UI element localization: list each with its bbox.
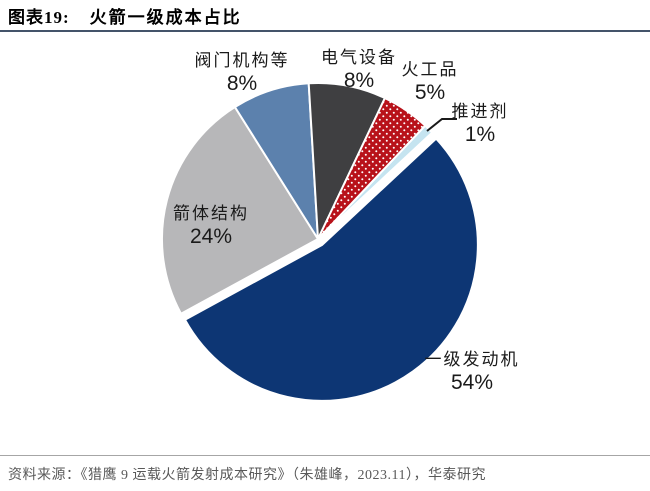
slice-name-propellant: 推进剂 [451, 102, 509, 121]
source-note: 资料来源：《猎鹰 9 运载火箭发射成本研究》（朱雄峰，2023.11），华泰研究 [8, 468, 486, 483]
pie-slice-0 [184, 137, 479, 402]
propellant-leader-line [426, 118, 457, 132]
figure-footer: 资料来源：《猎鹰 9 运载火箭发射成本研究》（朱雄峰，2023.11），华泰研究 [0, 455, 650, 491]
slice-name-engine: 一级发动机 [424, 350, 520, 369]
slice-label-engine: 一级发动机 54% [425, 349, 520, 395]
slice-label-propellant: 推进剂 1% [452, 101, 509, 147]
pie-svg [161, 82, 479, 402]
slice-name-valve: 阀门机构等 [194, 51, 290, 70]
figure-title-row: 图表19: 火箭一级成本占比 [0, 0, 650, 32]
slice-pct-electrical: 8% [343, 69, 375, 92]
slice-label-valve: 阀门机构等 8% [195, 50, 290, 96]
figure-label: 图表19: [8, 7, 70, 27]
slice-pct-valve: 8% [226, 72, 258, 95]
slice-label-electrical: 电气设备 8% [321, 47, 397, 93]
slice-name-pyrotechnics: 火工品 [401, 60, 459, 79]
slice-pct-engine: 54% [450, 371, 494, 394]
slice-name-body-structure: 箭体结构 [173, 204, 249, 223]
slice-pct-body-structure: 24% [189, 225, 233, 248]
page-title: 火箭一级成本占比 [89, 7, 242, 27]
slice-label-body-structure: 箭体结构 24% [173, 203, 249, 249]
pie-chart: 一级发动机 54% 箭体结构 24% 阀门机构等 8% 电气设备 8% 火工品 … [0, 34, 650, 455]
pie-slice-1 [161, 106, 319, 315]
slice-pct-propellant: 1% [464, 123, 496, 146]
slice-pct-pyrotechnics: 5% [414, 81, 446, 104]
slice-label-pyrotechnics: 火工品 5% [402, 59, 459, 105]
slice-name-electrical: 电气设备 [321, 48, 397, 67]
